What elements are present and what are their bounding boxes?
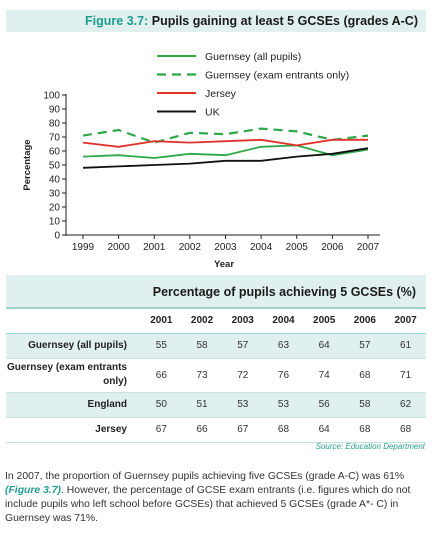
table-cell: 53 [277, 399, 290, 410]
table-cell: 73 [196, 369, 208, 381]
table-cell: 67 [237, 424, 249, 435]
table-cell: 66 [155, 369, 167, 381]
line-chart: 0 10 20 30 40 50 60 70 80 90 100 1999 2000 2001 2002 20… [22, 51, 380, 270]
x-tick-label: 2002 [179, 242, 202, 253]
y-tick-label: 80 [49, 119, 61, 130]
table-year-header: 2005 [303, 309, 345, 334]
y-tick-label: 30 [49, 189, 61, 200]
table-cell: 68 [277, 424, 290, 435]
legend-label: Guernsey (all pupils) [205, 51, 301, 63]
figure-reference: (Figure 3.7) [5, 485, 62, 496]
table-row-label: Guernsey (exam entrants only) [6, 362, 127, 387]
data-table-panel: Percentage of pupils achieving 5 GCSEs (… [6, 275, 426, 442]
table-cell: 51 [196, 399, 208, 410]
x-tick-label: 2000 [108, 242, 131, 253]
table-cell: 68 [359, 369, 371, 381]
table-cell: 53 [237, 399, 249, 410]
y-tick-label: 10 [49, 217, 61, 228]
y-tick-label: 20 [49, 203, 61, 214]
y-tick-label: 100 [43, 91, 60, 102]
table-year-header: 2003 [222, 309, 264, 334]
figure-number: Figure 3.7: [85, 14, 149, 28]
source-note: Source: Education Department [315, 442, 425, 451]
table-cell: 62 [400, 399, 412, 410]
table-row: England 50 51 53 53 56 58 62 [6, 392, 426, 417]
x-tick-label: 2005 [286, 242, 309, 253]
table-cell: 58 [359, 399, 371, 410]
table-row-label: England [87, 398, 127, 410]
table-cell: 72 [237, 369, 249, 381]
body-paragraph: In 2007, the proportion of Guernsey pupi… [5, 470, 433, 526]
table-row: Guernsey (all pupils) 55 58 57 63 64 57 61 [6, 333, 426, 358]
y-tick-label: 50 [49, 161, 61, 172]
table-cell: 68 [400, 424, 412, 435]
table-cell: 63 [277, 340, 290, 351]
table-cell: 55 [155, 340, 167, 351]
x-tick-label: 1999 [72, 242, 95, 253]
series-line-uk [82, 147, 369, 169]
table-year-header: 2002 [181, 309, 223, 334]
x-axis-title: Year [214, 259, 234, 270]
figure-title-text: Pupils gaining at least 5 GCSEs (grades … [151, 14, 418, 28]
figure-title: Figure 3.7: Pupils gaining at least 5 GC… [6, 10, 426, 32]
series-line-guernsey-exam-entrants-only [82, 127, 369, 144]
legend-label: Jersey [205, 88, 237, 100]
table-year-header: 2006 [344, 309, 386, 334]
y-tick-label: 60 [49, 147, 61, 158]
table-row: Guernsey (exam entrants only) 66 73 72 76 74 6… [6, 358, 426, 392]
table-cell: 56 [318, 399, 330, 410]
y-tick-label: 70 [49, 133, 61, 144]
x-tick-label: 2007 [357, 242, 380, 253]
table-cell: 66 [196, 424, 208, 435]
table-cell: 68 [359, 424, 371, 435]
paragraph-part-1: In 2007, the proportion of Guernsey pupi… [5, 471, 405, 482]
series-line-guernsey-all-pupils [82, 144, 369, 159]
table-cell: 71 [400, 369, 412, 381]
table-year-header: 2001 [141, 309, 182, 334]
x-tick-label: 2004 [250, 242, 273, 253]
table-cell: 57 [237, 340, 249, 351]
table-row-label: Jersey [95, 423, 127, 435]
table-year-header: 2007 [385, 309, 426, 334]
table-title: Percentage of pupils achieving 5 GCSEs (… [6, 275, 426, 309]
table-cell: 67 [155, 424, 167, 435]
y-axis-title: Percentage [22, 139, 33, 190]
table-cell: 50 [155, 399, 167, 410]
y-tick-label: 90 [49, 105, 61, 116]
y-tick-label: 40 [49, 175, 61, 186]
table-cell: 64 [318, 424, 330, 435]
data-table: 2001 2002 2003 2004 2005 2006 2007 Guernsey (a… [6, 309, 426, 443]
table-row-label: Guernsey (all pupils) [28, 339, 127, 351]
legend-label: UK [205, 107, 220, 119]
table-cell: 64 [318, 340, 330, 351]
table-cell: 58 [196, 340, 208, 351]
x-tick-label: 2003 [214, 242, 237, 253]
paragraph-part-2: . However, the percentage of GCSE exam e… [5, 485, 411, 524]
table-row: Jersey 67 66 67 68 64 68 68 [6, 417, 426, 442]
table-cell: 74 [318, 369, 330, 381]
table-cell: 57 [359, 340, 371, 351]
table-cell: 76 [277, 369, 290, 381]
x-tick-label: 2001 [143, 242, 166, 253]
series-line-jersey [82, 138, 368, 148]
table-year-header: 2004 [263, 309, 304, 334]
y-tick-label: 0 [54, 231, 60, 242]
table-corner [6, 309, 141, 334]
x-tick-label: 2006 [321, 242, 344, 253]
table-cell: 61 [400, 340, 412, 351]
legend-label: Guernsey (exam entrants only) [205, 70, 349, 82]
table-header-row: 2001 2002 2003 2004 2005 2006 2007 [6, 309, 426, 334]
